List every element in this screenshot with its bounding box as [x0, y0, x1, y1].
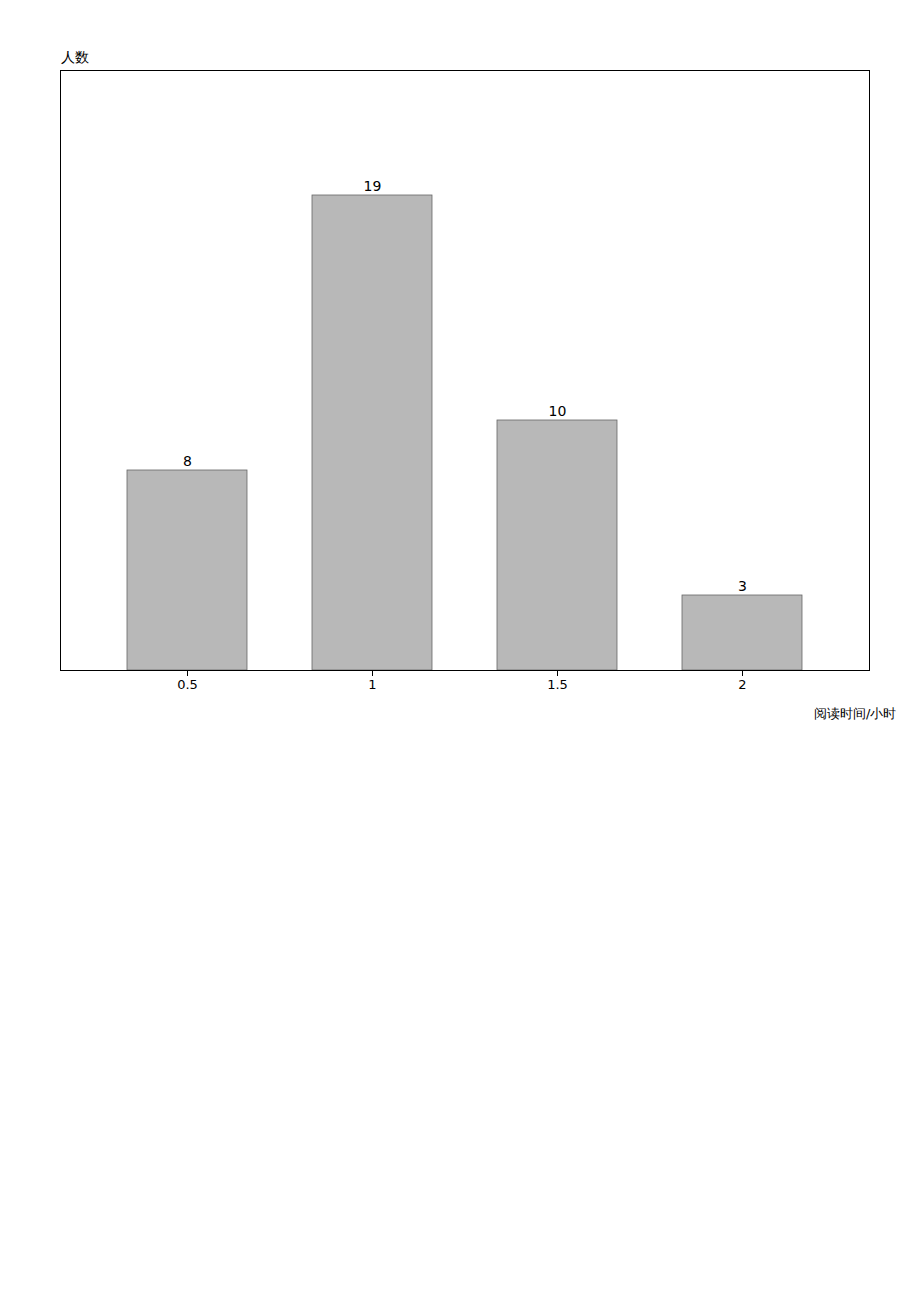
svg-text:0.5: 0.5 [177, 677, 198, 692]
svg-text:阅读时间/小时: 阅读时间/小时 [814, 706, 896, 721]
svg-text:1.5: 1.5 [547, 677, 568, 692]
svg-text:1: 1 [368, 677, 376, 692]
svg-text:8: 8 [183, 453, 192, 469]
svg-text:2: 2 [738, 677, 746, 692]
svg-text:人数: 人数 [61, 49, 89, 65]
svg-text:3: 3 [738, 578, 747, 594]
svg-text:19: 19 [364, 178, 382, 194]
svg-text:10: 10 [549, 403, 567, 419]
